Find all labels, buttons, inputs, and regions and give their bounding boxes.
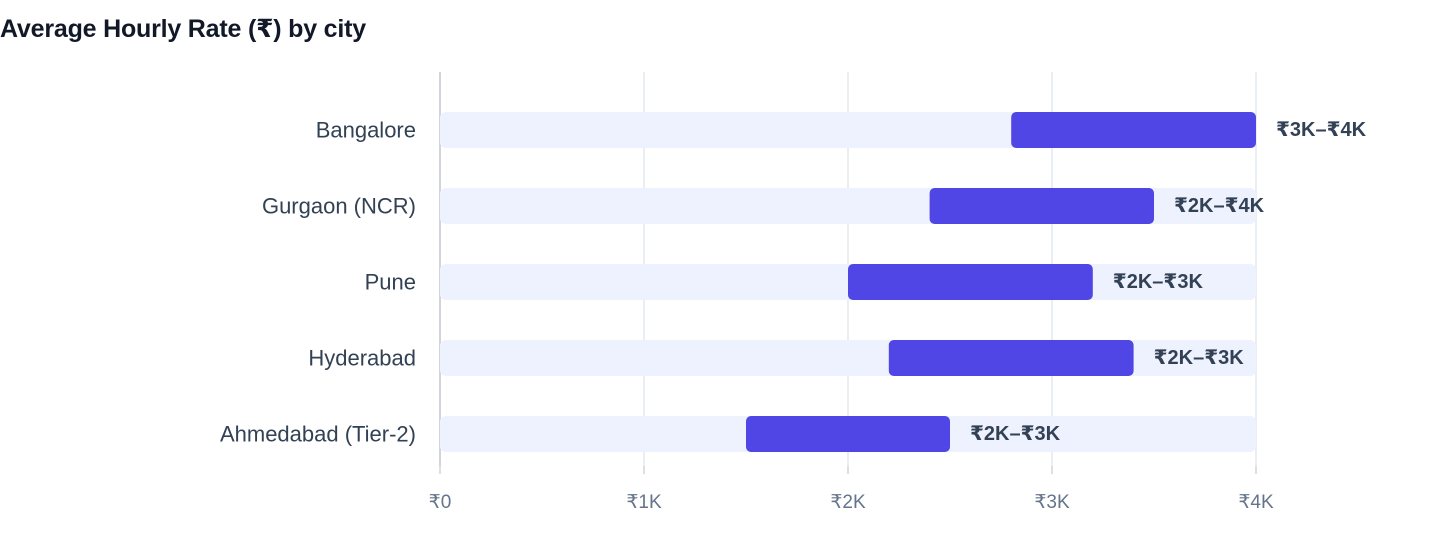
range-bar [1011, 112, 1256, 148]
data-label: ₹3K–₹4K [1276, 119, 1367, 141]
x-tick-label: ₹2K [830, 492, 866, 513]
range-bar [888, 340, 1134, 376]
category-label: Bangalore [316, 118, 416, 143]
range-bar [848, 264, 1093, 300]
data-label: ₹2K–₹3K [1113, 271, 1204, 293]
category-label: Hyderabad [308, 346, 416, 371]
data-label: ₹2K–₹3K [970, 423, 1061, 445]
category-label: Gurgaon (NCR) [262, 194, 416, 219]
range-bar [929, 188, 1154, 224]
x-tick-label: ₹3K [1034, 492, 1070, 513]
range-bar [746, 416, 950, 452]
data-label: ₹2K–₹3K [1154, 347, 1245, 369]
category-label: Ahmedabad (Tier-2) [220, 422, 416, 447]
chart-title: Average Hourly Rate (₹) by city [0, 15, 366, 43]
x-tick-label: ₹4K [1238, 492, 1274, 513]
x-tick-label: ₹0 [429, 492, 452, 513]
data-label: ₹2K–₹4K [1174, 195, 1265, 217]
x-tick-label: ₹1K [626, 492, 662, 513]
category-label: Pune [365, 270, 416, 295]
